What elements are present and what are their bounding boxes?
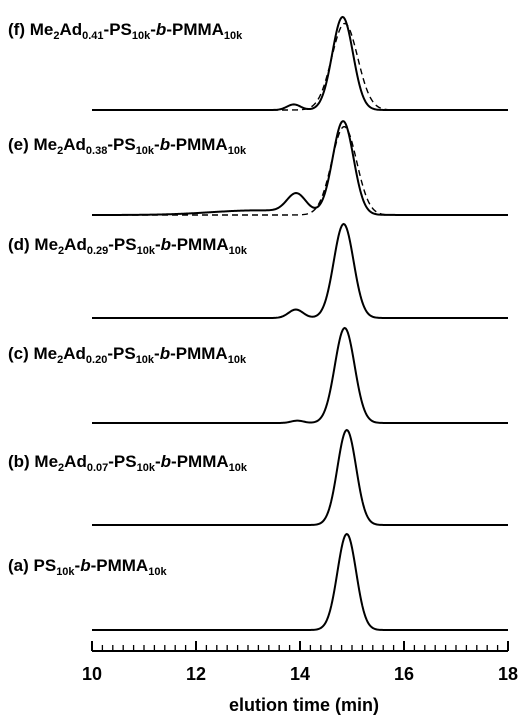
traces-group — [92, 15, 508, 631]
x-tick-label: 12 — [186, 664, 206, 684]
series-label-c: (c) Me2Ad0.20-PS10k-b-PMMA10k — [8, 344, 247, 366]
series-label-d: (d) Me2Ad0.29-PS10k-b-PMMA10k — [8, 235, 247, 257]
trace-line-3 — [92, 326, 508, 424]
trace-line-4 — [92, 428, 508, 526]
x-tick-label: 14 — [290, 664, 310, 684]
trace-line-5 — [92, 532, 508, 631]
x-axis: 10 12 14 16 18 elution time (min) — [82, 641, 518, 715]
x-tick-label: 18 — [498, 664, 518, 684]
x-tick-label: 16 — [394, 664, 414, 684]
trace-dashed-0 — [92, 22, 508, 111]
series-label-f: (f) Me2Ad0.41-PS10k-b-PMMA10k — [8, 20, 243, 42]
x-axis-label: elution time (min) — [229, 695, 379, 715]
series-label-a: (a) PS10k-b-PMMA10k — [8, 556, 167, 578]
trace-line-2 — [92, 222, 508, 319]
series-label-b: (b) Me2Ad0.07-PS10k-b-PMMA10k — [8, 452, 247, 474]
x-tick-label: 10 — [82, 664, 102, 684]
trace-line-1 — [92, 120, 508, 216]
series-label-e: (e) Me2Ad0.38-PS10k-b-PMMA10k — [8, 135, 247, 157]
